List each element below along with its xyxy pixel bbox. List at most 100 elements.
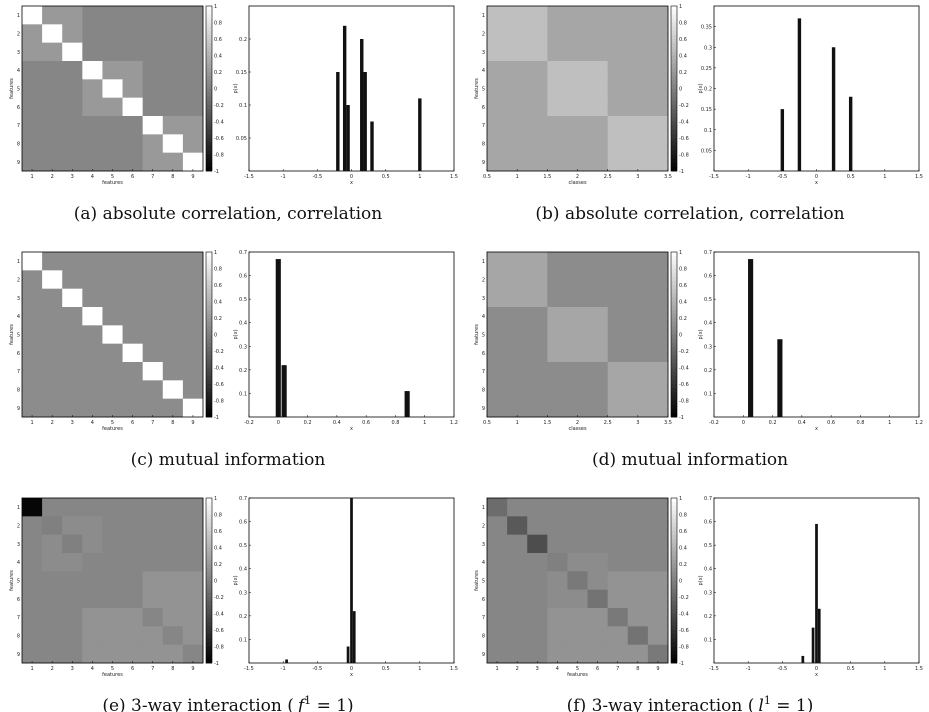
colorbar-segment	[671, 313, 677, 319]
heatmap-cell	[547, 362, 568, 381]
heatmap-cell	[142, 589, 164, 609]
heatmap-cell	[487, 398, 508, 418]
histogram-frame	[713, 251, 920, 418]
heatmap-cell	[22, 134, 43, 154]
heatmap-cell	[607, 589, 629, 609]
heatmap-cell	[647, 626, 669, 646]
heatmap-x-tick-label: 3	[71, 666, 74, 672]
heatmap-cell	[42, 626, 63, 646]
heatmap-cell	[102, 589, 123, 609]
colorbar-tick-label: 1	[214, 250, 217, 256]
colorbar-segment	[206, 268, 212, 274]
colorbar-segment	[671, 592, 677, 598]
histogram-xlabel: x	[815, 426, 818, 432]
colorbar-segment	[671, 498, 677, 503]
heatmap-cell	[587, 116, 609, 135]
histogram-x-tick-label: 0.8	[391, 420, 399, 426]
heatmap-x-tick-label: 2	[51, 666, 54, 672]
colorbar-tick-label: 1	[679, 496, 682, 502]
heatmap-cell	[82, 6, 103, 25]
heatmap-cell	[82, 134, 103, 154]
heatmap-cell	[527, 343, 548, 363]
heatmap-cell	[647, 608, 669, 627]
heatmap-cell	[507, 534, 528, 554]
colorbar-segment	[206, 384, 212, 389]
colorbar-tick-label: 0.2	[679, 70, 687, 76]
colorbar-segment	[206, 592, 212, 598]
colorbar-segment	[206, 510, 212, 515]
colorbar-segment	[206, 634, 212, 639]
heatmap-cell	[42, 24, 63, 44]
heatmap-cell	[82, 644, 103, 664]
colorbar-tick-label: 0.6	[679, 283, 687, 289]
colorbar-tick-label: -0.8	[679, 399, 689, 405]
colorbar-segment	[206, 55, 212, 61]
heatmap-y-tick-label: 3	[482, 50, 485, 56]
heatmap-cell	[627, 252, 649, 271]
heatmap-cell	[647, 644, 669, 664]
heatmap-cell	[62, 644, 83, 664]
caption-tail: = 1)	[311, 696, 354, 712]
caption-italic: f	[296, 696, 307, 712]
heatmap-cell	[22, 152, 43, 172]
heatmap-cell	[487, 307, 508, 326]
heatmap-cell	[627, 134, 649, 154]
colorbar-segment	[206, 301, 212, 307]
heatmap-y-tick-label: 4	[17, 560, 20, 566]
colorbar-segment	[206, 289, 212, 294]
heatmap-cell	[182, 61, 204, 80]
heatmap-cell	[102, 498, 123, 517]
histogram-x-tick-label: 0.5	[847, 666, 855, 672]
heatmap-cell	[22, 571, 43, 591]
heatmap-x-tick-label: 9	[191, 666, 194, 672]
histogram-bar	[831, 47, 836, 171]
colorbar-segment	[671, 59, 677, 65]
colorbar-tick-label: 0.8	[214, 267, 222, 273]
colorbar-segment	[206, 564, 212, 569]
heatmap-y-tick-label: 8	[482, 388, 485, 394]
heatmap-cell	[22, 6, 43, 25]
heatmap-cell	[507, 362, 528, 381]
colorbar-segment	[206, 543, 212, 548]
heatmap-cell	[587, 534, 609, 554]
heatmap-cell	[42, 534, 63, 554]
heatmap-cell	[42, 608, 63, 627]
heatmap-cell	[62, 61, 83, 80]
heatmap-y-tick-label: 6	[482, 597, 485, 603]
heatmap-cell	[607, 134, 629, 154]
heatmap-cell	[627, 6, 649, 25]
histogram-ylabel: p(x)	[233, 329, 239, 339]
heatmap-cell	[102, 325, 123, 345]
colorbar-segment	[671, 568, 677, 573]
panel-caption: (e) 3-way interaction (f1 = 1)	[102, 694, 353, 712]
heatmap-x-tick-label: 3	[71, 174, 74, 180]
heatmap-cell	[182, 534, 204, 554]
heatmap-cell	[587, 380, 609, 400]
colorbar-frame	[670, 5, 678, 172]
colorbar-segment	[206, 351, 212, 356]
heatmap-cell	[567, 61, 588, 80]
colorbar-segment	[206, 363, 212, 368]
heatmap-cell	[62, 571, 83, 591]
caption-superscript: 1	[304, 694, 311, 707]
heatmap-cell	[607, 288, 629, 308]
heatmap-cell	[22, 116, 43, 135]
colorbar-segment	[671, 514, 677, 520]
colorbar-segment	[206, 105, 212, 110]
histogram-x-tick-label: -1.5	[709, 666, 719, 672]
colorbar-segment	[206, 133, 212, 139]
colorbar-segment	[671, 264, 677, 269]
heatmap-cell	[527, 24, 548, 44]
heatmap-cell	[487, 42, 508, 62]
heatmap-cell	[487, 325, 508, 345]
heatmap-cell	[122, 534, 144, 554]
heatmap-cell	[102, 398, 123, 418]
colorbar-segment	[206, 388, 212, 393]
colorbar-tick-label: -0.2	[679, 349, 689, 355]
heatmap-y-tick-label: 3	[17, 542, 20, 548]
colorbar-segment	[671, 408, 677, 414]
histogram-y-tick-label: 0.2	[239, 368, 247, 374]
heatmap-cell	[507, 42, 528, 62]
heatmap-ylabel: features	[474, 324, 480, 345]
heatmap-cell	[182, 116, 204, 135]
